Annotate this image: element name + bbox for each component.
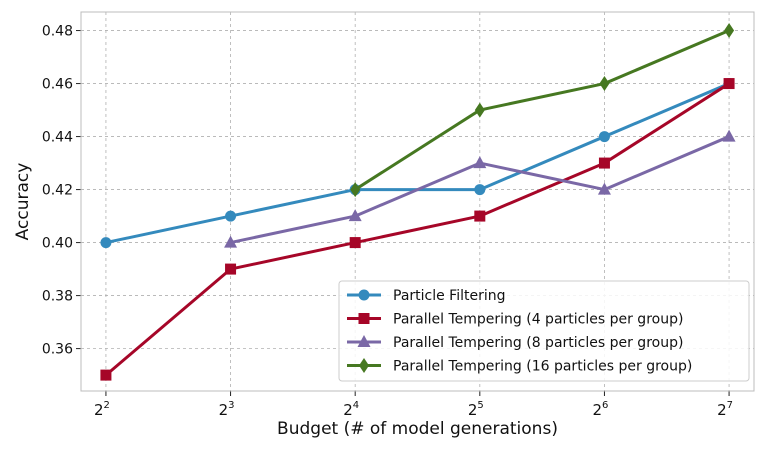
x-tick-label: 23 [219, 400, 235, 419]
data-point [597, 182, 611, 195]
series-4 [350, 23, 735, 198]
series-line [104, 82, 731, 245]
x-tick-label: 22 [94, 400, 110, 419]
series-line [353, 29, 731, 192]
data-point [225, 263, 237, 275]
data-point [348, 209, 362, 222]
data-point [724, 23, 735, 39]
series-3 [224, 129, 736, 248]
data-point [723, 78, 735, 90]
axis-ticks: 0.36 0.38 0.40 0.42 0.44 0.46 0.48 22 23 24 25 26 27 [42, 24, 733, 419]
y-tick-label: 0.44 [42, 130, 73, 146]
plot-frame [80, 11, 755, 392]
legend-label: Parallel Tempering (4 particles per grou… [393, 312, 683, 328]
data-point [350, 182, 361, 198]
x-tick-label: 26 [592, 400, 608, 419]
series-line [104, 82, 731, 377]
data-point [474, 210, 486, 222]
x-tick-label: 25 [468, 400, 484, 419]
legend-marker [359, 358, 369, 373]
x-axis-label: Budget (# of model generations) [277, 419, 558, 439]
data-point [598, 157, 610, 169]
legend-marker [358, 313, 370, 324]
x-tick-label: 27 [717, 400, 733, 419]
legend-label: Parallel Tempering (16 particles per gro… [393, 359, 692, 375]
y-tick-label: 0.42 [42, 183, 73, 199]
x-tick-label: 24 [343, 400, 359, 419]
data-point [100, 369, 112, 381]
legend-marker [358, 289, 370, 301]
y-tick-label: 0.40 [42, 236, 73, 252]
y-tick-label: 0.36 [42, 342, 73, 358]
y-tick-label: 0.46 [42, 77, 73, 93]
data-point [224, 235, 238, 248]
data-point [349, 237, 361, 249]
y-tick-label: 0.38 [42, 289, 73, 305]
data-point [722, 129, 736, 142]
legend: Particle Filtering Parallel Tempering (4 … [338, 280, 750, 382]
y-tick-label: 0.48 [42, 24, 73, 40]
data-point [474, 102, 485, 118]
data-point [100, 237, 112, 249]
data-point [473, 156, 487, 169]
legend-label: Particle Filtering [393, 288, 506, 304]
data-point [599, 76, 610, 92]
data-point [474, 184, 486, 196]
series-1 [100, 78, 735, 249]
legend-marker [357, 335, 371, 347]
legend-label: Parallel Tempering (8 particles per grou… [393, 335, 683, 351]
legend-box [338, 280, 750, 382]
data-point [598, 131, 610, 143]
series-2 [100, 78, 735, 381]
y-axis-label: Accuracy [13, 163, 33, 241]
data-point [225, 210, 237, 222]
series-group [100, 23, 736, 381]
